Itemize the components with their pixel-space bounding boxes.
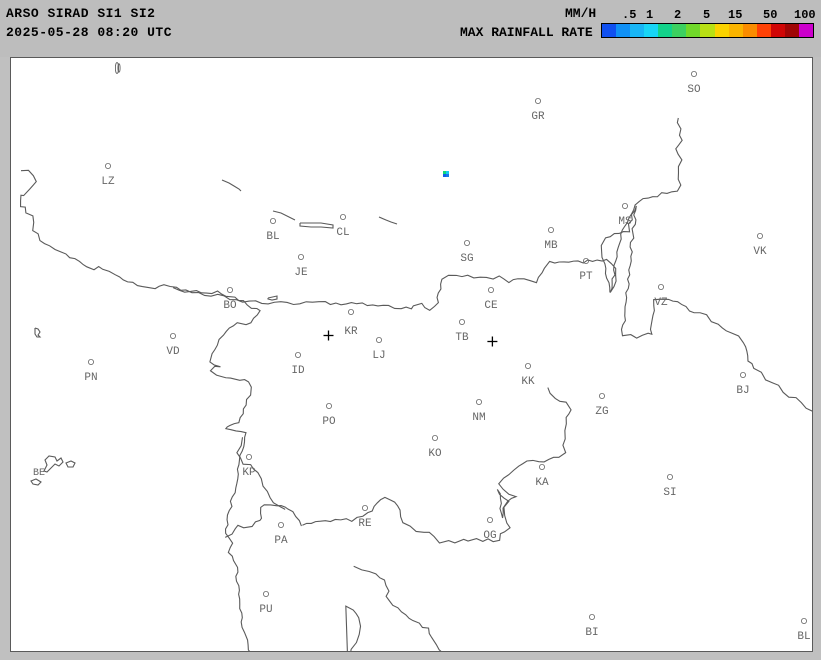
svg-text:PU: PU [259, 604, 272, 616]
svg-text:LJ: LJ [372, 350, 385, 362]
svg-text:CE: CE [484, 300, 498, 312]
svg-text:BL: BL [266, 231, 279, 243]
svg-text:SI: SI [663, 487, 676, 499]
svg-text:BO: BO [223, 300, 237, 312]
svg-text:JE: JE [294, 267, 308, 279]
svg-text:PO: PO [322, 416, 336, 428]
svg-text:KO: KO [428, 448, 442, 460]
svg-text:MS: MS [618, 216, 632, 228]
svg-text:MB: MB [544, 240, 558, 252]
svg-text:VZ: VZ [654, 297, 668, 309]
svg-text:PA: PA [274, 535, 288, 547]
svg-text:RE: RE [358, 518, 372, 530]
svg-text:VD: VD [166, 346, 180, 358]
svg-text:ZG: ZG [595, 406, 608, 418]
svg-text:BL: BL [797, 631, 810, 643]
svg-text:LZ: LZ [101, 176, 115, 188]
svg-text:ID: ID [291, 365, 305, 377]
svg-text:KA: KA [535, 477, 549, 489]
svg-text:PT: PT [579, 271, 593, 283]
svg-text:BJ: BJ [736, 385, 749, 397]
svg-text:SG: SG [460, 253, 473, 265]
svg-text:BE: BE [33, 468, 45, 479]
svg-text:OG: OG [483, 530, 496, 542]
svg-text:KP: KP [242, 467, 256, 479]
svg-text:VK: VK [753, 246, 767, 258]
svg-text:CL: CL [336, 227, 349, 239]
svg-text:KK: KK [521, 376, 535, 388]
svg-text:NM: NM [472, 412, 485, 424]
svg-text:SO: SO [687, 84, 701, 96]
svg-text:PN: PN [84, 372, 97, 384]
svg-text:TB: TB [455, 332, 469, 344]
svg-text:BI: BI [585, 627, 598, 639]
svg-text:GR: GR [531, 111, 545, 123]
svg-text:KR: KR [344, 326, 358, 338]
